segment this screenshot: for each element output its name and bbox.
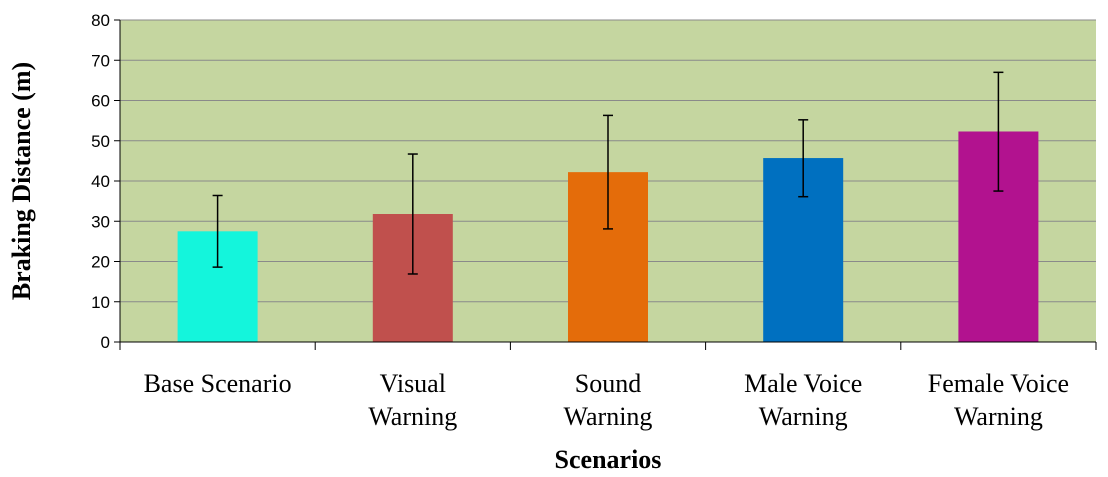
axes bbox=[114, 19, 1097, 350]
bars bbox=[177, 131, 1039, 342]
x-category-label: Female Voice bbox=[928, 369, 1069, 398]
x-category-labels: Base Scenario Visual Warning Sound Warning Ma… bbox=[144, 369, 1069, 431]
y-tick-label: 60 bbox=[91, 92, 110, 111]
y-tick-label: 30 bbox=[91, 212, 110, 231]
y-axis-title: Braking Distance (m) bbox=[7, 62, 36, 300]
y-tick-labels: 0 10 20 30 40 50 60 70 80 bbox=[91, 11, 110, 352]
y-tick-label: 0 bbox=[101, 333, 110, 352]
x-category-label: Warning bbox=[954, 402, 1043, 431]
x-category-label: Warning bbox=[759, 402, 848, 431]
x-category-label: Sound bbox=[575, 369, 641, 398]
y-tick-label: 40 bbox=[91, 172, 110, 191]
y-tick-label: 20 bbox=[91, 253, 110, 272]
y-tick-label: 10 bbox=[91, 293, 110, 312]
x-category-label: Warning bbox=[564, 402, 653, 431]
y-tick-label: 70 bbox=[91, 51, 110, 70]
y-tick-label: 80 bbox=[91, 11, 110, 30]
x-category-label: Visual bbox=[380, 369, 446, 398]
x-category-label: Base Scenario bbox=[144, 369, 292, 398]
x-axis-title: Scenarios bbox=[555, 445, 662, 474]
error-bars bbox=[212, 71, 1004, 275]
x-category-label: Male Voice bbox=[744, 369, 862, 398]
y-tick-label: 50 bbox=[91, 132, 110, 151]
x-category-label: Warning bbox=[368, 402, 457, 431]
